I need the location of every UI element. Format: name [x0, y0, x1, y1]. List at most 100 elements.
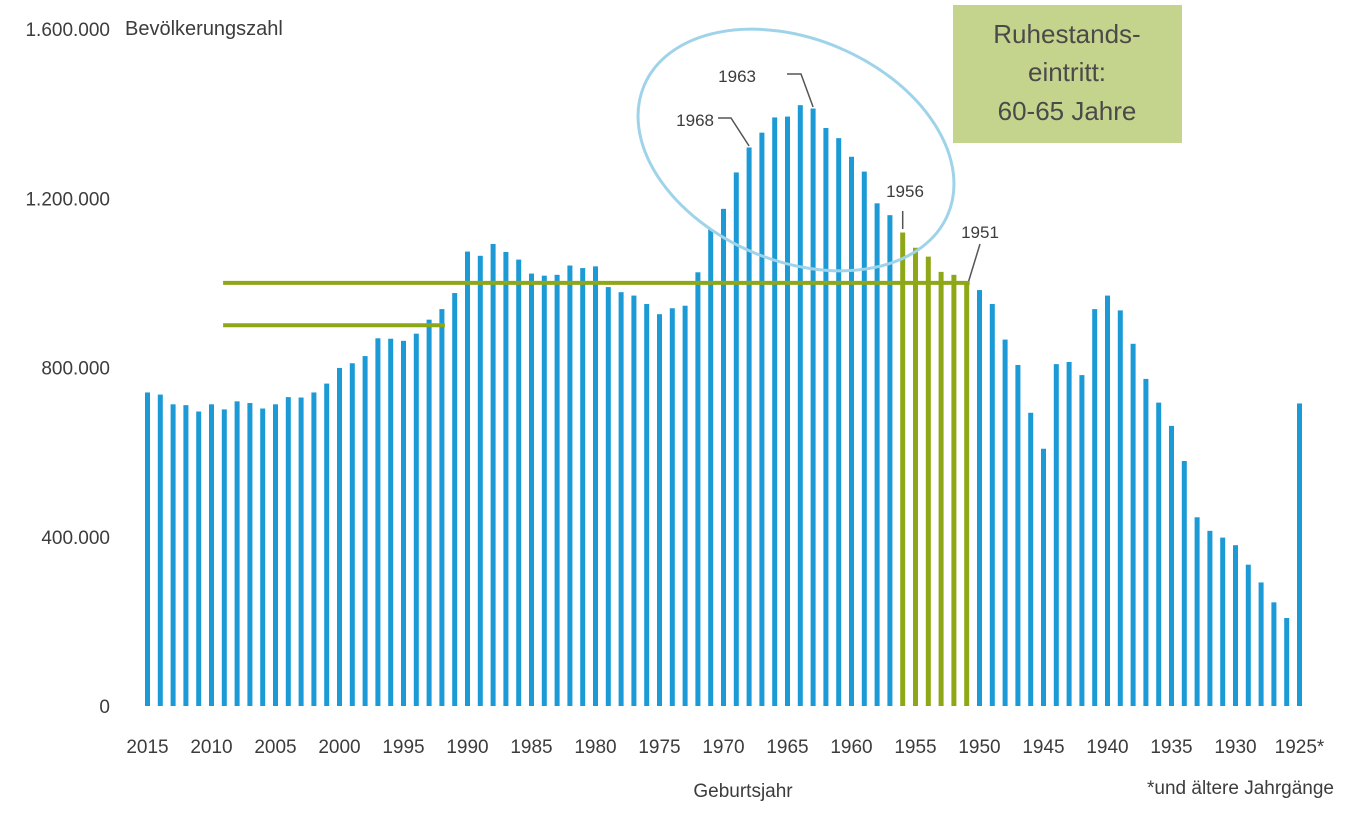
bar-2013	[170, 404, 176, 706]
bar-1976	[644, 304, 650, 706]
x-tick-label: 1970	[702, 737, 744, 758]
bar-1980	[593, 266, 598, 706]
bar-1943	[1066, 361, 1072, 706]
annotation-1951: 1951	[961, 223, 999, 242]
y-axis: 0 400.000 800.000 1.200.000 1.600.000	[25, 20, 110, 718]
bar-1944	[1053, 364, 1059, 706]
bar-1972	[695, 272, 701, 706]
bar-1940	[1105, 295, 1110, 706]
bar-1991	[452, 293, 458, 706]
bar-1983	[554, 274, 560, 706]
bar-2009	[221, 409, 227, 706]
bar-2006	[260, 408, 266, 706]
x-tick-label: 2005	[254, 737, 296, 758]
bar-1925*	[1297, 403, 1302, 706]
callout-line-3: 60-65 Jahre	[998, 96, 1137, 126]
bar-retirement-1952	[951, 274, 957, 706]
bar-1984	[541, 275, 547, 706]
bar-1990	[465, 251, 470, 706]
bar-1979	[605, 287, 611, 706]
x-axis-label: Geburtsjahr	[693, 781, 793, 802]
bar-1936	[1156, 402, 1162, 706]
y-tick-label: 800.000	[41, 359, 110, 380]
retirement-callout: Ruhestands- eintritt: 60-65 Jahre	[953, 5, 1182, 143]
bar-1999	[349, 363, 355, 706]
bar-1986	[516, 259, 522, 706]
bar-1926	[1284, 617, 1290, 706]
bar-1949	[989, 304, 995, 706]
bar-2001	[324, 383, 330, 706]
bar-1994	[413, 333, 419, 706]
bar-1946	[1028, 412, 1034, 706]
bar-retirement-1953	[938, 271, 944, 706]
bar-1963	[810, 108, 816, 707]
bar-2007	[247, 403, 253, 706]
bar-2014	[157, 394, 163, 706]
x-tick-label: 2000	[318, 737, 360, 758]
bar-1970	[721, 208, 726, 706]
bar-1957	[887, 215, 893, 707]
x-tick-label: 1965	[766, 737, 808, 758]
annotation-1963: 1963	[718, 67, 756, 86]
x-tick-label: 1955	[894, 737, 936, 758]
bar-2008	[234, 401, 240, 706]
bar-1974	[669, 308, 675, 706]
bar-1992	[439, 309, 445, 706]
bar-1987	[503, 251, 509, 706]
bar-1975	[657, 314, 662, 706]
bar-1959	[861, 171, 867, 706]
bar-1930	[1233, 545, 1238, 706]
y-tick-label: 400.000	[41, 528, 110, 549]
bar-1933	[1194, 517, 1200, 706]
peak-ellipse	[636, 27, 956, 273]
bar-retirement-1956	[900, 232, 906, 706]
bar-1977	[631, 295, 637, 706]
x-tick-label: 1985	[510, 737, 552, 758]
bar-2002	[311, 392, 317, 706]
bar-2005	[273, 404, 278, 706]
bar-1968	[746, 147, 752, 707]
bar-1971	[708, 229, 714, 706]
bar-2015	[145, 392, 150, 706]
bar-1938	[1130, 343, 1136, 706]
x-tick-label: 1950	[958, 737, 1000, 758]
bar-1927	[1271, 602, 1277, 706]
annotation-1968: 1968	[676, 111, 714, 130]
bar-1989	[477, 255, 483, 707]
bar-1997	[375, 338, 381, 706]
x-tick-label: 1960	[830, 737, 872, 758]
bar-1982	[567, 265, 573, 706]
reference-lines	[223, 280, 970, 328]
bar-2000	[337, 367, 342, 706]
x-tick-label: 1980	[574, 737, 616, 758]
bar-1993	[426, 319, 432, 706]
bar-1945	[1041, 448, 1046, 706]
bar-2003	[298, 397, 304, 706]
bar-1965	[785, 116, 790, 707]
callout-line-1: Ruhestands-	[993, 19, 1140, 49]
y-axis-label: Bevölkerungszahl	[125, 18, 283, 40]
bar-1998	[362, 356, 368, 706]
bar-1981	[580, 268, 586, 706]
bar-1931	[1220, 537, 1226, 706]
bar-1996	[388, 338, 394, 706]
x-tick-label: 1995	[382, 737, 424, 758]
x-tick-label: 1925*	[1275, 737, 1325, 758]
bar-1962	[823, 128, 829, 707]
bar-1966	[772, 117, 778, 707]
bar-1964	[797, 105, 803, 707]
annotations: 1963 1968 1956 1951	[676, 67, 999, 282]
callout-line-2: eintritt:	[1028, 57, 1106, 87]
bar-2011	[196, 411, 202, 706]
bar-1960	[849, 156, 854, 706]
bars	[145, 105, 1302, 707]
bar-1934	[1181, 461, 1187, 706]
bar-1978	[618, 292, 624, 706]
bar-2004	[285, 397, 291, 706]
leader-line-1951	[967, 243, 981, 282]
bar-1967	[759, 132, 765, 706]
bar-1941	[1092, 309, 1098, 706]
bar-1988	[490, 243, 496, 706]
callout-box	[953, 5, 1182, 143]
bar-1969	[733, 172, 739, 706]
